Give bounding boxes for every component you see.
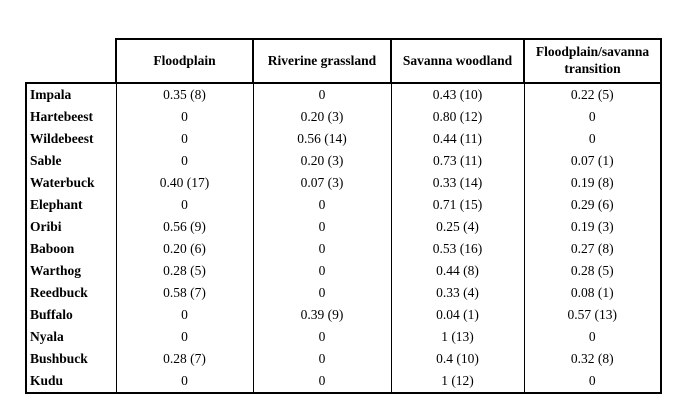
table-cell: 0.07 (3) [252,172,392,194]
table-row: Reedbuck 0.58 (7) 0 0.33 (4) 0.08 (1) [25,282,662,304]
table-row: Oribi 0.56 (9) 0 0.25 (4) 0.19 (3) [25,216,662,238]
table-row: Hartebeest 0 0.20 (3) 0.80 (12) 0 [25,106,662,128]
table-cell: 0.44 (8) [390,260,525,282]
table-cell: 0 [252,260,392,282]
table-cell: 0.71 (15) [390,194,525,216]
table-cell: 0 [115,150,254,172]
table-cell: 0 [523,128,662,150]
table-cell: 0.25 (4) [390,216,525,238]
corner-cell [26,39,116,83]
row-label: Nyala [25,326,117,348]
table-cell: 0.28 (5) [115,260,254,282]
table-body: Impala 0.35 (8) 0 0.43 (10) 0.22 (5) Hartebee… [25,83,662,393]
table-cell: 0.22 (5) [523,83,662,106]
table-row: Buffalo 0 0.39 (9) 0.04 (1) 0.57 (13) [25,304,662,326]
table-cell: 0 [252,348,392,370]
table-cell: 0.07 (1) [523,150,662,172]
table-cell: 0.28 (5) [523,260,662,282]
table-cell: 0.28 (7) [115,348,254,370]
row-label: Buffalo [25,304,117,326]
table-row: Elephant 0 0 0.71 (15) 0.29 (6) [25,194,662,216]
table-cell: 0.08 (1) [523,282,662,304]
table-cell: 0.32 (8) [523,348,662,370]
table-row: Waterbuck 0.40 (17) 0.07 (3) 0.33 (14) 0.19 … [25,172,662,194]
row-label: Impala [25,83,117,106]
table-row: Impala 0.35 (8) 0 0.43 (10) 0.22 (5) [25,83,662,106]
row-label: Elephant [25,194,117,216]
table-cell: 0.33 (14) [390,172,525,194]
table-cell: 0 [523,370,662,393]
table-row: Kudu 0 0 1 (12) 0 [25,370,662,393]
table-cell: 0.35 (8) [115,83,254,106]
row-label: Waterbuck [25,172,117,194]
row-label: Wildebeest [25,128,117,150]
table-cell: 0.19 (8) [523,172,662,194]
row-label: Reedbuck [25,282,117,304]
table-row: Wildebeest 0 0.56 (14) 0.44 (11) 0 [25,128,662,150]
row-label: Hartebeest [25,106,117,128]
species-habitat-table: Floodplain Riverine grassland Savanna wo… [25,38,662,394]
table-cell: 0.04 (1) [390,304,525,326]
table-row: Baboon 0.20 (6) 0 0.53 (16) 0.27 (8) [25,238,662,260]
table-cell: 0 [252,282,392,304]
row-label: Bushbuck [25,348,117,370]
column-header-floodplain-savanna-transition: Floodplain/savanna transition [523,38,662,84]
table-cell: 0.56 (14) [252,128,392,150]
table-cell: 0.29 (6) [523,194,662,216]
table-cell: 0 [115,194,254,216]
table-cell: 0 [115,106,254,128]
table-cell: 0 [115,304,254,326]
table-cell: 0.73 (11) [390,150,525,172]
table-cell: 0.80 (12) [390,106,525,128]
table-cell: 0.20 (6) [115,238,254,260]
table-cell: 0.33 (4) [390,282,525,304]
table-cell: 0 [115,326,254,348]
table-cell: 0 [523,106,662,128]
table-cell: 0.19 (3) [523,216,662,238]
column-header-savanna-woodland: Savanna woodland [390,38,525,84]
table-cell: 0.53 (16) [390,238,525,260]
table-cell: 0.40 (17) [115,172,254,194]
table-cell: 0.43 (10) [390,83,525,106]
column-header-floodplain: Floodplain [115,38,254,84]
table-cell: 0 [252,326,392,348]
table-cell: 0.20 (3) [252,150,392,172]
table-row: Nyala 0 0 1 (13) 0 [25,326,662,348]
table-cell: 0.27 (8) [523,238,662,260]
table-cell: 1 (13) [390,326,525,348]
table-cell: 0.44 (11) [390,128,525,150]
table-cell: 0 [252,83,392,106]
table-row: Sable 0 0.20 (3) 0.73 (11) 0.07 (1) [25,150,662,172]
table-cell: 0.39 (9) [252,304,392,326]
table-cell: 0.20 (3) [252,106,392,128]
row-label: Warthog [25,260,117,282]
table-cell: 0.56 (9) [115,216,254,238]
table-cell: 0 [252,216,392,238]
table-cell: 0 [523,326,662,348]
table-cell: 0 [115,370,254,393]
table-cell: 0 [252,370,392,393]
table-cell: 0 [252,194,392,216]
table-cell: 1 (12) [390,370,525,393]
table-row: Warthog 0.28 (5) 0 0.44 (8) 0.28 (5) [25,260,662,282]
table-cell: 0.58 (7) [115,282,254,304]
table-cell: 0 [115,128,254,150]
row-label: Oribi [25,216,117,238]
column-header-riverine-grassland: Riverine grassland [252,38,392,84]
table-row: Bushbuck 0.28 (7) 0 0.4 (10) 0.32 (8) [25,348,662,370]
table-cell: 0 [252,238,392,260]
table-header: Floodplain Riverine grassland Savanna wo… [26,38,662,84]
row-label: Baboon [25,238,117,260]
header-row: Floodplain Riverine grassland Savanna wo… [26,38,662,84]
row-label: Sable [25,150,117,172]
table-cell: 0.57 (13) [523,304,662,326]
table-cell: 0.4 (10) [390,348,525,370]
row-label: Kudu [25,370,117,393]
